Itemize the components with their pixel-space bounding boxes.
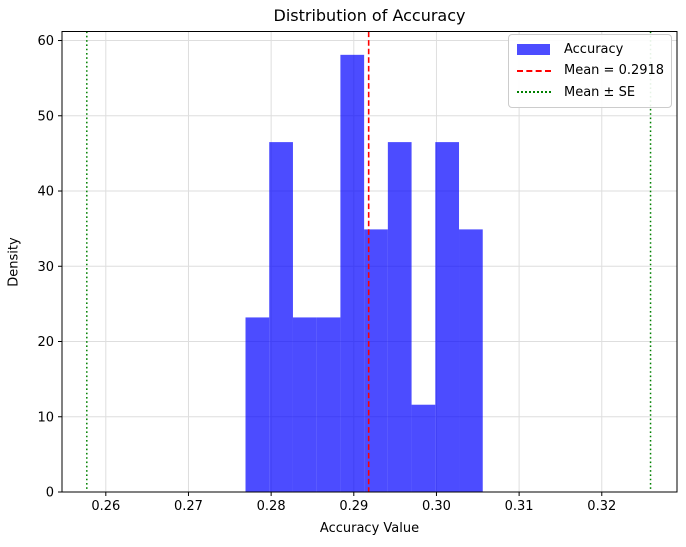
legend-label-accuracy: Accuracy	[564, 42, 624, 58]
y-tick-label: 0	[46, 486, 54, 501]
histogram-bar	[245, 317, 270, 492]
x-axis-label: Accuracy Value	[319, 521, 420, 536]
x-tick-label: 0.30	[422, 499, 451, 514]
legend-label-mean: Mean = 0.2918	[564, 63, 665, 79]
legend-item-accuracy: Accuracy	[517, 40, 663, 60]
legend-label-se: Mean ± SE	[564, 84, 636, 100]
y-tick-label: 20	[37, 335, 54, 350]
x-tick-label: 0.29	[339, 499, 368, 514]
x-tick-label: 0.27	[174, 499, 203, 514]
histogram-bar	[340, 54, 365, 492]
histogram-bar	[269, 142, 293, 492]
legend-item-se: Mean ± SE	[517, 82, 663, 102]
chart-title: Distribution of Accuracy	[273, 6, 466, 25]
y-tick-label: 10	[37, 410, 54, 425]
histogram-bar	[316, 317, 341, 492]
legend-swatch-accuracy-patch-icon	[517, 44, 550, 56]
legend-swatch-area	[517, 44, 557, 56]
y-tick-label: 40	[37, 185, 54, 200]
plot-border	[61, 31, 678, 493]
x-tick-label: 0.26	[91, 499, 120, 514]
legend-dotted-line-icon	[517, 91, 551, 94]
legend-dashed-line-icon	[517, 69, 551, 72]
x-tick-label: 0.28	[257, 499, 286, 514]
legend: Accuracy Mean = 0.2918 Mean ± SE	[508, 34, 672, 108]
histogram-bar	[435, 142, 460, 492]
x-tick-label: 0.32	[587, 499, 616, 514]
y-tick-label: 30	[37, 260, 54, 275]
histogram-bar	[387, 142, 412, 492]
histogram-bar	[364, 229, 388, 493]
y-tick-label: 50	[37, 109, 54, 124]
histogram-bar	[292, 317, 317, 492]
legend-item-mean: Mean = 0.2918	[517, 61, 665, 81]
histogram-bar	[411, 404, 436, 492]
x-tick-label: 0.31	[505, 499, 534, 514]
legend-swatch-area	[517, 69, 557, 72]
histogram-bar	[459, 229, 483, 493]
y-tick-label: 60	[37, 34, 54, 49]
legend-swatch-area	[517, 91, 557, 94]
y-axis-label: Density	[6, 237, 22, 287]
